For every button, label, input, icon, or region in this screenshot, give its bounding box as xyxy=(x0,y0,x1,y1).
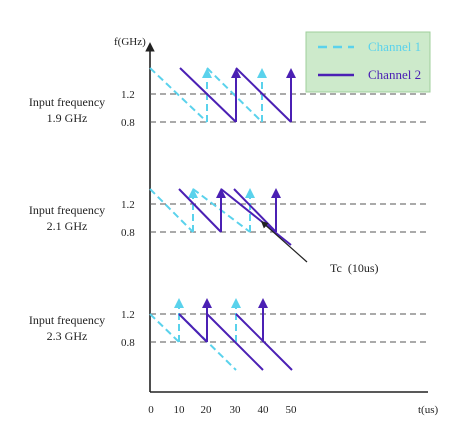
channel2-ramp xyxy=(178,188,222,233)
x-tick-label: 10 xyxy=(174,404,186,416)
level-high-label: 1.2 xyxy=(121,309,135,321)
channel2-ramp xyxy=(235,67,292,123)
level-low-label: 0.8 xyxy=(121,337,135,349)
x-tick-label: 40 xyxy=(258,404,270,416)
panel-2-1ghz: Input frequency 2.1 GHz 1.2 0.8 Tc (10us… xyxy=(29,188,430,275)
channel1-ramp xyxy=(206,67,263,123)
channel1-sweep xyxy=(149,298,241,371)
level-high-label: 1.2 xyxy=(121,89,135,101)
panel-label-line2: 1.9 GHz xyxy=(47,111,88,125)
panel-label-line2: 2.3 GHz xyxy=(47,329,88,343)
x-axis-label: t(us) xyxy=(418,404,439,416)
legend: Channel 1 Channel 2 xyxy=(305,31,431,93)
channel2-ramp xyxy=(220,188,292,246)
channel1-ramp xyxy=(149,313,180,343)
channel2-ramp xyxy=(235,313,293,371)
channel1-sweep xyxy=(149,67,267,123)
panel-label-line1: Input frequency xyxy=(29,95,105,109)
channel1-ramp xyxy=(149,67,208,123)
panel-label-line2: 2.1 GHz xyxy=(47,219,88,233)
channel2-ramp xyxy=(179,67,237,123)
tc-annotation: Tc (10us) xyxy=(330,261,378,275)
y-axis-label: f(GHz) xyxy=(114,36,146,48)
channel2-ramp xyxy=(206,313,264,371)
channel2-sweep xyxy=(178,298,293,371)
legend-channel1-label: Channel 1 xyxy=(368,39,421,54)
x-tick-label: 30 xyxy=(230,404,242,416)
channel2-sweep xyxy=(179,67,296,123)
x-tick-label: 0 xyxy=(148,404,154,416)
legend-box xyxy=(305,31,431,93)
level-low-label: 0.8 xyxy=(121,117,135,129)
panel-label-line1: Input frequency xyxy=(29,313,105,327)
x-tick-label: 20 xyxy=(201,404,213,416)
channel2-sweep xyxy=(178,188,292,246)
x-ticks: 0 10 20 30 40 50 xyxy=(148,404,297,416)
legend-channel2-label: Channel 2 xyxy=(368,67,421,82)
channel2-ramp xyxy=(233,188,277,233)
panel-2-3ghz: Input frequency 2.3 GHz 1.2 0.8 xyxy=(29,298,430,371)
channel1-ramp xyxy=(149,188,194,233)
level-high-label: 1.2 xyxy=(121,199,135,211)
panel-1-9ghz: Input frequency 1.9 GHz 1.2 0.8 xyxy=(29,67,430,129)
panel-label-line1: Input frequency xyxy=(29,203,105,217)
x-tick-label: 50 xyxy=(286,404,298,416)
channel2-ramp xyxy=(178,313,208,343)
tc-arrow xyxy=(260,221,308,263)
level-low-label: 0.8 xyxy=(121,227,135,239)
